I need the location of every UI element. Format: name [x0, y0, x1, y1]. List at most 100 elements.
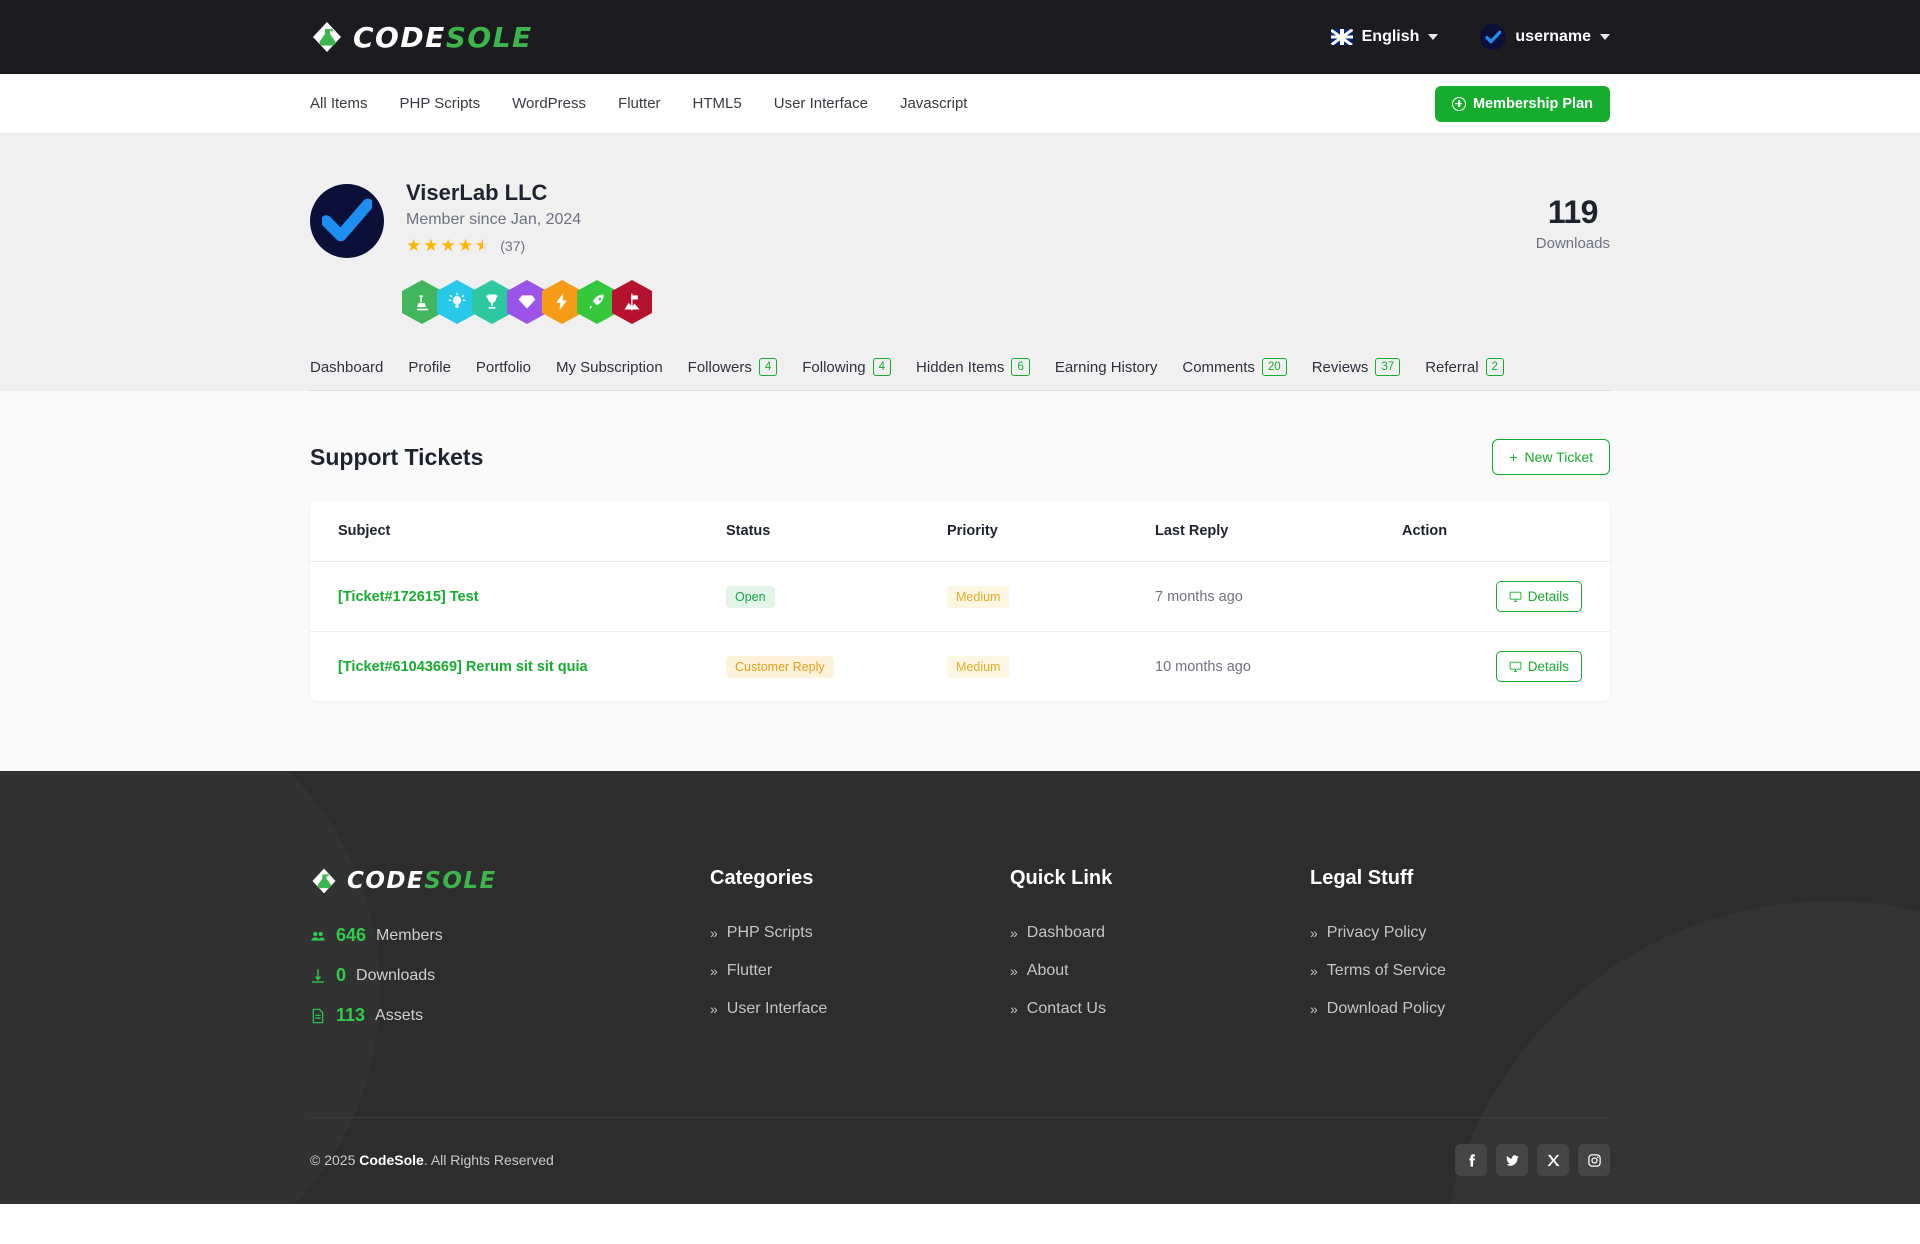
chevron-right-icon: »: [1310, 963, 1318, 980]
priority-badge: Medium: [947, 655, 1010, 678]
rating-row: ★ ★ ★ ★ ★★ (37): [406, 237, 647, 254]
cell-action: Details: [1402, 632, 1610, 702]
footer-link-label: User Interface: [726, 1000, 828, 1018]
members-label: Members: [376, 926, 443, 944]
tab-referral[interactable]: Referral 2: [1425, 358, 1504, 377]
footer-link-download-policy[interactable]: » Download Policy: [1310, 1000, 1610, 1018]
tab-label: Followers: [687, 358, 752, 376]
star-rating: ★ ★ ★ ★ ★★: [406, 237, 490, 254]
twitter-icon[interactable]: [1496, 1144, 1528, 1177]
achievement-badges: [402, 280, 652, 324]
brand-logo-header[interactable]: CODESOLE: [310, 20, 533, 54]
nav-link-user-interface[interactable]: User Interface: [773, 95, 868, 112]
footer-stat-members: 646 Members: [310, 925, 710, 946]
page-title: ViserLab LLC: [406, 180, 548, 205]
footer-link-contact-us[interactable]: » Contact Us: [1010, 1000, 1310, 1018]
footer-link-user-interface[interactable]: » User Interface: [710, 1000, 1010, 1018]
footer-link-flutter[interactable]: » Flutter: [710, 962, 1010, 980]
column-header-action: Action: [1402, 501, 1610, 563]
x-icon[interactable]: [1537, 1144, 1569, 1177]
plus-icon: +: [1509, 449, 1518, 466]
chevron-down-icon: [1428, 34, 1439, 40]
priority-badge: Medium: [947, 585, 1010, 608]
mountain-flag-badge-icon: [612, 280, 652, 324]
brand-word-green: SOLE: [424, 868, 497, 895]
tab-my-subscription[interactable]: My Subscription: [556, 359, 663, 376]
footer-link-php-scripts[interactable]: » PHP Scripts: [710, 924, 1010, 942]
avatar: [1480, 24, 1507, 50]
tab-reviews[interactable]: Reviews 37: [1312, 358, 1401, 377]
tab-badge-following: 4: [872, 358, 892, 377]
top-bar: CODESOLE English username: [0, 0, 1920, 74]
chevron-right-icon: »: [1010, 1001, 1018, 1018]
details-button[interactable]: Details: [1495, 581, 1582, 613]
tab-label: Earning History: [1054, 358, 1158, 376]
tab-label: Comments: [1182, 358, 1255, 376]
language-selector[interactable]: English: [1330, 28, 1439, 46]
user-menu[interactable]: username: [1480, 24, 1610, 50]
tickets-table-head: Subject Status Priority Last Reply Actio…: [310, 501, 1610, 563]
cell-subject: [Ticket#61043669] Rerum sit sit quia: [310, 632, 726, 702]
tab-earning-history[interactable]: Earning History: [1055, 359, 1158, 376]
table-row: [Ticket#172615] Test Open Medium 7 month…: [310, 561, 1610, 633]
tab-label: Portfolio: [475, 358, 531, 376]
lightbulb-badge-icon: [437, 280, 477, 324]
footer-link-terms-of-service[interactable]: » Terms of Service: [1310, 962, 1610, 980]
footer-link-label: Contact Us: [1026, 1000, 1106, 1018]
language-label: English: [1361, 28, 1420, 45]
tab-label: Following: [802, 358, 866, 376]
membership-plan-button[interactable]: Membership Plan: [1434, 85, 1610, 122]
monitor-icon: [1509, 592, 1522, 603]
ticket-subject-link[interactable]: [Ticket#172615] Test: [338, 588, 479, 605]
new-ticket-button[interactable]: + New Ticket: [1492, 439, 1610, 476]
footer-link-dashboard[interactable]: » Dashboard: [1010, 924, 1310, 942]
footer-categories-title: Categories: [710, 867, 814, 890]
username-label: username: [1515, 28, 1591, 45]
cell-last-reply: 7 months ago: [1155, 561, 1402, 633]
profile-info: ViserLab LLC Member since Jan, 2024 ★ ★ …: [402, 180, 652, 324]
details-button[interactable]: Details: [1495, 651, 1582, 683]
tab-hidden-items[interactable]: Hidden Items 6: [916, 358, 1030, 377]
tab-following[interactable]: Following 4: [802, 358, 892, 377]
instagram-icon[interactable]: [1578, 1144, 1610, 1177]
downloads-stat: 119 Downloads: [1536, 180, 1610, 252]
facebook-icon[interactable]: [1455, 1144, 1487, 1177]
star-icon-2: ★: [423, 236, 439, 255]
trophy-badge-icon: [472, 280, 512, 324]
column-header-last-reply: Last Reply: [1155, 501, 1402, 563]
code-flask-icon: [310, 867, 338, 895]
footer-link-privacy-policy[interactable]: » Privacy Policy: [1310, 924, 1610, 942]
tab-portfolio[interactable]: Portfolio: [476, 359, 531, 376]
brand-wordmark: CODESOLE: [347, 868, 497, 894]
nav-link-javascript[interactable]: Javascript: [899, 95, 968, 112]
nav-link-all-items[interactable]: All Items: [310, 95, 368, 112]
tab-dashboard[interactable]: Dashboard: [310, 359, 383, 376]
page-root: CODESOLE English username All Items PHP …: [0, 0, 1920, 1204]
tab-badge-hidden-items: 6: [1011, 358, 1030, 377]
members-count: 646: [336, 925, 367, 946]
star-icon-3: ★: [440, 236, 456, 255]
brand-logo-footer[interactable]: CODESOLE: [310, 867, 710, 895]
social-links: [1455, 1144, 1610, 1177]
tab-followers[interactable]: Followers 4: [687, 358, 778, 377]
nav-link-wordpress[interactable]: WordPress: [512, 95, 587, 112]
copyright-brand: CodeSole: [359, 1152, 424, 1169]
profile-banner: ViserLab LLC Member since Jan, 2024 ★ ★ …: [0, 134, 1920, 324]
last-reply-text: 7 months ago: [1155, 588, 1243, 605]
footer-link-about[interactable]: » About: [1010, 962, 1310, 980]
tab-profile[interactable]: Profile: [408, 359, 451, 376]
nav-link-html5[interactable]: HTML5: [692, 95, 742, 112]
tab-comments[interactable]: Comments 20: [1182, 358, 1287, 377]
bolt-badge-icon: [542, 280, 582, 324]
members-icon: [311, 931, 325, 941]
downloads-count: 0: [336, 965, 347, 986]
cell-status: Customer Reply: [726, 632, 947, 702]
copyright-text: © 2025 CodeSole. All Rights Reserved: [310, 1152, 554, 1168]
details-label: Details: [1527, 589, 1569, 605]
downloads-label: Downloads: [1535, 235, 1610, 252]
footer: CODESOLE 646 Members 0 Downloads 113 Ass…: [0, 771, 1920, 1205]
nav-link-flutter[interactable]: Flutter: [618, 95, 661, 112]
nav-link-php-scripts[interactable]: PHP Scripts: [399, 95, 481, 112]
ticket-subject-link[interactable]: [Ticket#61043669] Rerum sit sit quia: [338, 658, 588, 675]
status-badge: Open: [726, 585, 775, 608]
